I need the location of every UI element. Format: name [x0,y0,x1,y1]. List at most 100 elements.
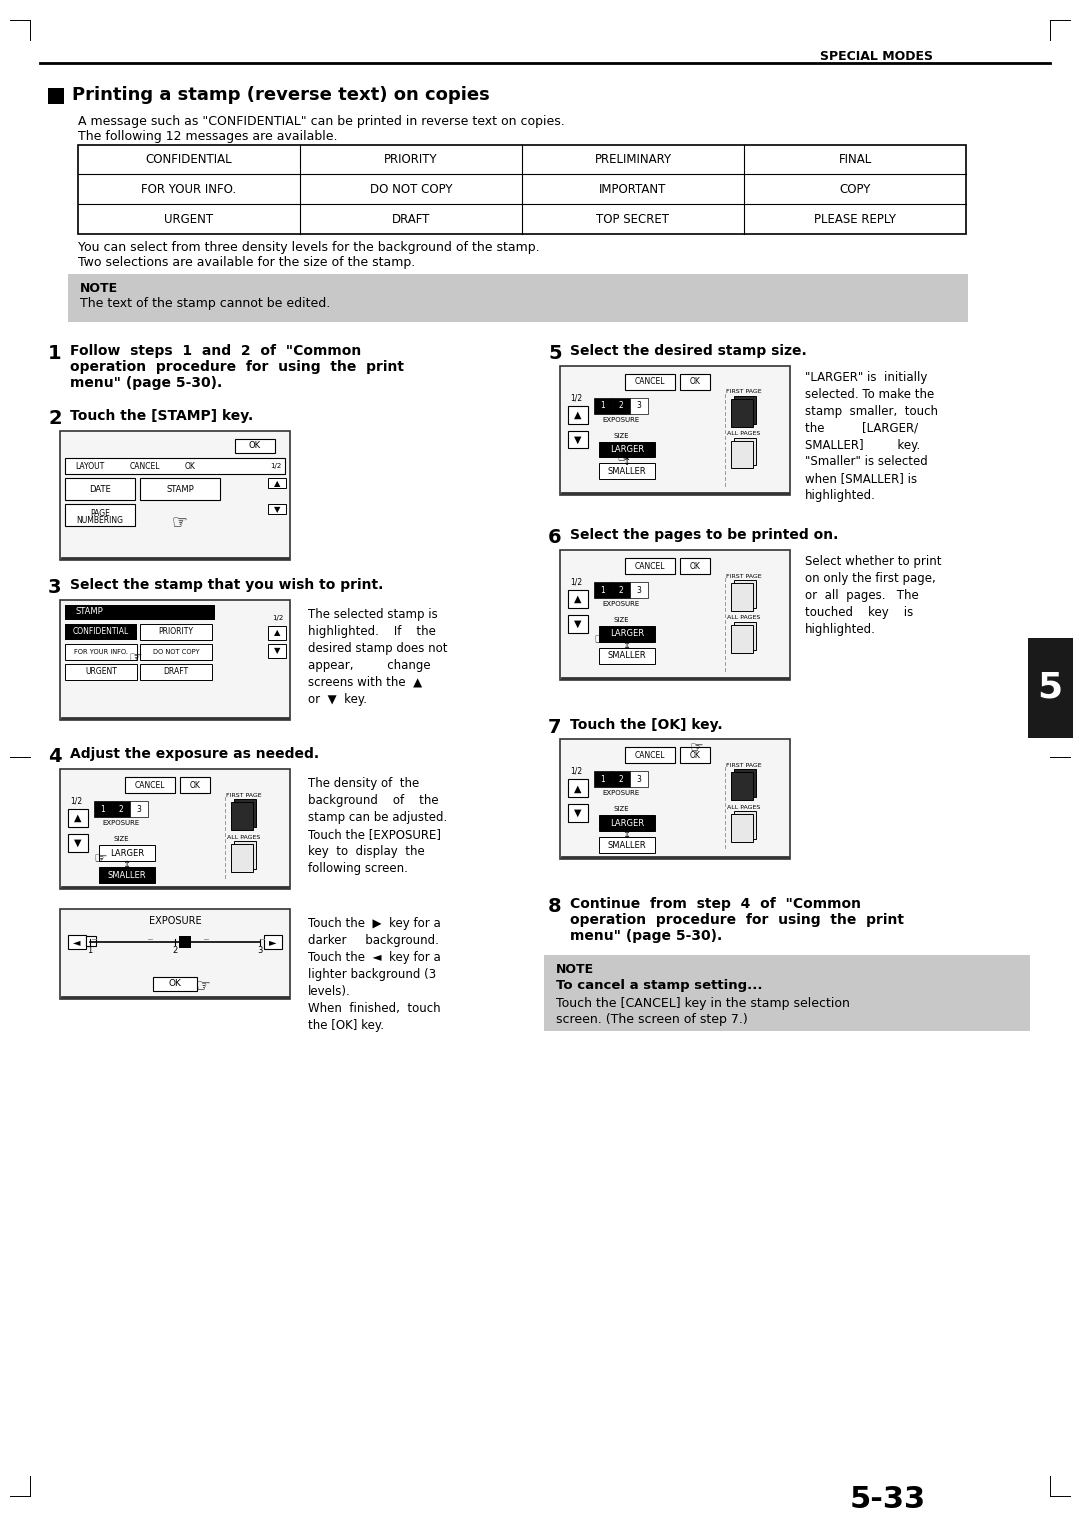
Text: ☞: ☞ [617,450,631,465]
Text: "LARGER" is  initially: "LARGER" is initially [805,371,928,383]
Text: DO NOT COPY: DO NOT COPY [152,649,200,656]
Text: LARGER: LARGER [610,630,644,639]
Text: 2: 2 [173,946,177,955]
Text: 8: 8 [548,897,562,916]
Text: NUMBERING: NUMBERING [77,516,123,525]
Bar [65,505,135,526]
Text: SIZE: SIZE [613,432,629,438]
Bar [48,88,64,103]
Bar [68,274,968,322]
Bar [612,397,630,414]
Bar [734,438,756,465]
Text: LARGER: LARGER [110,849,144,858]
Text: TOP SECRET: TOP SECRET [596,213,670,225]
Bar [68,834,87,852]
Text: screen. (The screen of step 7.): screen. (The screen of step 7.) [556,1013,747,1025]
Text: ▼: ▼ [575,619,582,628]
Text: 4: 4 [48,747,62,767]
Text: SIZE: SIZE [113,837,129,843]
Text: CANCEL: CANCEL [130,462,160,472]
Text: DRAFT: DRAFT [163,668,189,677]
Bar [60,770,291,888]
Bar [561,551,789,680]
Bar [231,802,253,830]
Text: ALL PAGES: ALL PAGES [727,430,760,437]
Text: EXPOSURE: EXPOSURE [603,417,639,423]
Text: SMALLER: SMALLER [608,651,646,660]
Text: Printing a stamp (reverse text) on copies: Printing a stamp (reverse text) on copie… [72,85,489,103]
Text: operation  procedure  for  using  the  print: operation procedure for using the print [70,360,404,374]
Text: lighter background (3: lighter background (3 [308,967,436,981]
Bar [568,406,588,423]
Text: SMALLER: SMALLER [108,870,146,879]
Bar [231,844,253,872]
Text: FIRST PAGE: FIRST PAGE [726,764,761,768]
Text: 1: 1 [600,586,606,595]
Text: Touch the [STAMP] key.: Touch the [STAMP] key. [70,409,253,423]
Text: 3: 3 [636,774,642,783]
Text: darker     background.: darker background. [308,934,438,948]
Text: The selected stamp is: The selected stamp is [308,608,437,621]
Text: or  ▼  key.: or ▼ key. [308,692,367,706]
Text: 1/2: 1/2 [70,797,82,806]
Text: FIRST PAGE: FIRST PAGE [226,792,261,799]
Text: ►: ► [269,937,276,946]
Text: ☞: ☞ [94,852,108,867]
Text: key  to  display  the: key to display the [308,846,424,858]
Bar [731,625,753,653]
Text: levels).: levels). [308,984,351,998]
Bar [60,430,291,560]
Bar [594,583,612,598]
Text: ▲: ▲ [575,409,582,420]
Bar [731,814,753,843]
Text: the [OK] key.: the [OK] key. [308,1019,384,1031]
Text: When  finished,  touch: When finished, touch [308,1002,441,1015]
Text: You can select from three density levels for the background of the stamp.: You can select from three density levels… [78,242,540,254]
Text: SPECIAL MODES: SPECIAL MODES [820,50,933,62]
Text: To cancel a stamp setting...: To cancel a stamp setting... [556,978,762,992]
Bar [625,374,675,389]
Bar [268,479,286,488]
Bar [599,625,654,642]
Text: 1/2: 1/2 [270,464,282,470]
Bar [734,770,756,797]
Text: 2: 2 [619,774,623,783]
Text: ☞: ☞ [195,978,211,996]
Text: ▼: ▼ [575,808,582,818]
Text: DRAFT: DRAFT [392,213,430,225]
Text: FOR YOUR INFO.: FOR YOUR INFO. [141,183,237,196]
Text: NOTE: NOTE [80,281,118,295]
Text: ALL PAGES: ALL PAGES [727,616,760,621]
Text: 7: 7 [548,718,562,736]
Text: Adjust the exposure as needed.: Adjust the exposure as needed. [70,747,319,762]
Bar [140,479,220,500]
Text: FIRST PAGE: FIRST PAGE [726,389,761,394]
Bar [612,583,630,598]
Bar [630,771,648,788]
Text: CONFIDENTIAL: CONFIDENTIAL [146,154,232,166]
Bar [734,395,756,423]
Text: ◄: ◄ [73,937,81,946]
Bar [731,773,753,800]
Text: ▼: ▼ [75,838,82,849]
Bar [112,802,130,817]
Bar [234,841,256,868]
Text: Touch the  ◄  key for a: Touch the ◄ key for a [308,951,441,964]
Text: 3: 3 [636,402,642,411]
Bar [65,663,137,680]
Text: SIZE: SIZE [613,618,629,624]
Text: menu" (page 5-30).: menu" (page 5-30). [570,929,723,943]
Text: the          [LARGER/: the [LARGER/ [805,421,918,435]
Bar [630,397,648,414]
Text: OK: OK [190,780,201,789]
Bar [99,846,156,861]
Bar [140,643,212,660]
Text: PRIORITY: PRIORITY [384,154,437,166]
Bar [68,809,87,827]
Text: 5: 5 [548,344,562,364]
Text: 1/2: 1/2 [272,614,284,621]
Text: 2: 2 [119,805,123,814]
Bar [680,374,710,389]
Text: background    of    the: background of the [308,794,438,808]
Bar [65,605,215,621]
